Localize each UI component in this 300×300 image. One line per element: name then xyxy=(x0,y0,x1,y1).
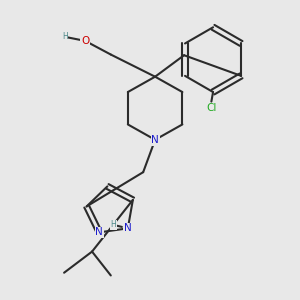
Text: N: N xyxy=(95,227,103,237)
Text: Cl: Cl xyxy=(206,103,217,113)
Text: H: H xyxy=(111,220,116,230)
Text: H: H xyxy=(62,32,68,41)
Text: N: N xyxy=(151,135,159,145)
Text: O: O xyxy=(81,36,89,46)
Text: N: N xyxy=(124,223,132,233)
